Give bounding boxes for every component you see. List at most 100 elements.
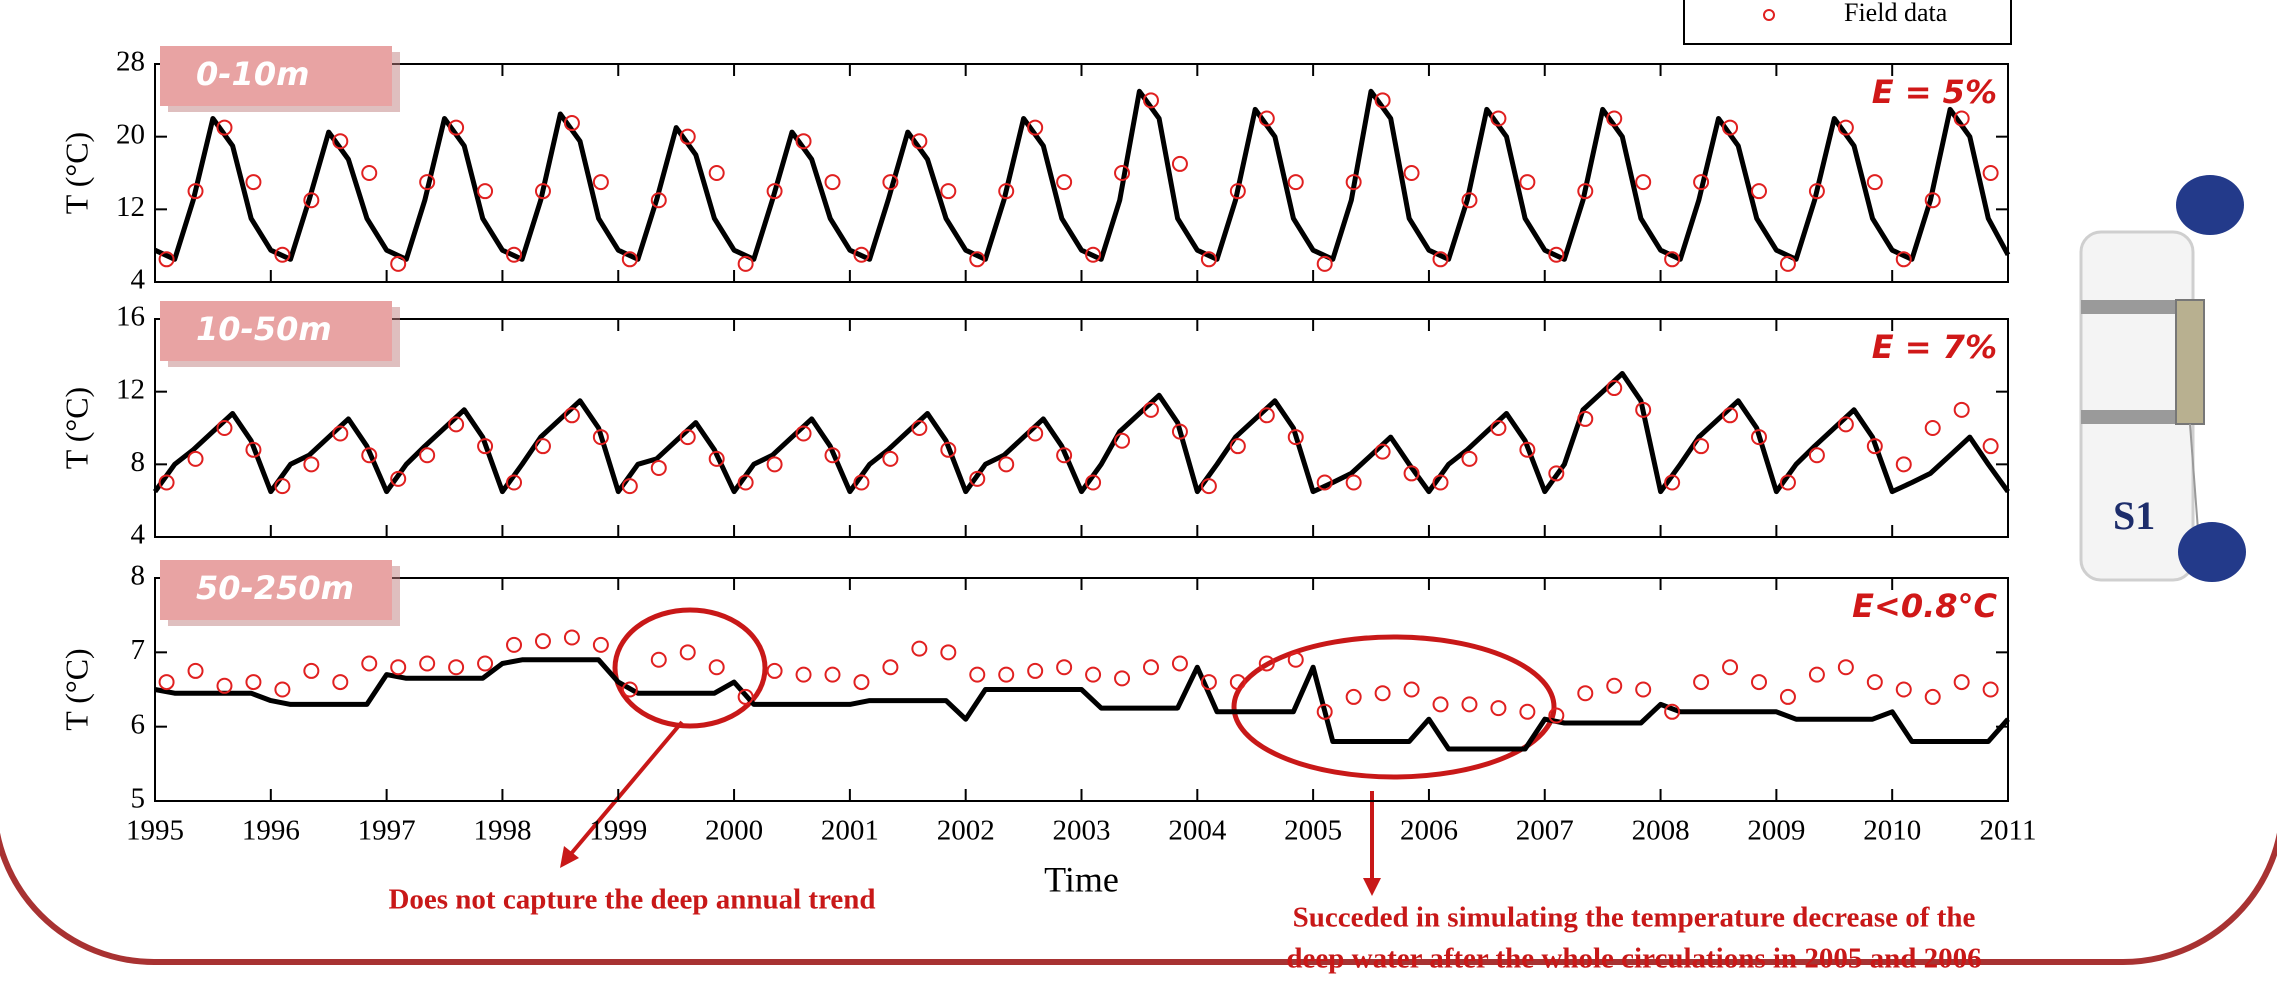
- panel-label: 50-250m: [196, 569, 354, 607]
- field-point: [1490, 420, 1507, 436]
- field-point: [563, 407, 580, 424]
- field-point: [1287, 429, 1304, 446]
- field-point: [1953, 401, 1970, 418]
- y-tick-label: 5: [131, 783, 146, 815]
- highlight-oval: [1231, 634, 1557, 780]
- field-point: [1200, 478, 1217, 495]
- x-tick-label: 1999: [589, 815, 647, 847]
- field-point: [1606, 380, 1623, 397]
- field-point: [911, 640, 928, 657]
- field-point: [1258, 407, 1275, 424]
- error-annotation: E = 7%: [1872, 328, 1997, 366]
- field-point: [332, 425, 349, 442]
- field-point: [1461, 696, 1478, 713]
- plot-frame: [154, 318, 2009, 538]
- field-point: [361, 165, 378, 181]
- panel-label-box: [160, 46, 392, 106]
- field-point: [824, 666, 841, 683]
- field-point: [1374, 685, 1391, 702]
- field-point: [1635, 174, 1652, 191]
- field-point: [1577, 410, 1594, 427]
- field-point: [882, 450, 899, 467]
- field-point: [1287, 651, 1304, 668]
- error-annotation: E = 5%: [1872, 73, 1997, 111]
- field-point: [1866, 438, 1883, 455]
- field-point: [1779, 474, 1796, 491]
- field-point: [650, 651, 667, 668]
- field-point: [1693, 438, 1710, 455]
- field-point: [1751, 429, 1768, 446]
- field-point: [1722, 659, 1739, 676]
- y-tick-label: 7: [131, 634, 146, 666]
- field-point: [592, 636, 609, 653]
- y-tick-label: 28: [116, 46, 145, 78]
- field-point: [1287, 174, 1304, 191]
- field-point: [419, 447, 436, 464]
- field-point: [998, 456, 1015, 473]
- field-point: [1200, 674, 1217, 691]
- field-point: [650, 192, 667, 209]
- field-point: [1779, 255, 1796, 272]
- y-axis-label: T (°C): [58, 648, 94, 730]
- panel-label: 10-50m: [196, 310, 332, 348]
- field-point: [419, 174, 436, 191]
- field-point: [390, 255, 407, 272]
- field-point: [1229, 183, 1246, 200]
- field-point: [1982, 681, 1999, 698]
- field-point: [448, 416, 465, 433]
- field-point: [853, 246, 870, 263]
- field-point: [679, 128, 696, 145]
- x-tick-label: 2009: [1747, 815, 1805, 847]
- field-point: [708, 659, 725, 676]
- field-point: [477, 655, 494, 672]
- field-point: [824, 447, 841, 464]
- field-point: [274, 681, 291, 698]
- field-point: [940, 644, 957, 661]
- field-point: [1866, 174, 1883, 191]
- field-point: [882, 174, 899, 191]
- arrow: [568, 720, 684, 857]
- field-point: [1056, 447, 1073, 464]
- field-point: [1345, 174, 1362, 191]
- y-tick-label: 4: [131, 264, 146, 296]
- field-point: [1808, 666, 1825, 683]
- field-point: [766, 456, 783, 473]
- field-point: [940, 441, 957, 458]
- field-point: [1490, 110, 1507, 127]
- field-point: [563, 629, 580, 646]
- y-tick-label: 12: [116, 373, 145, 405]
- field-point: [592, 174, 609, 191]
- field-point: [419, 655, 436, 672]
- field-point: [1142, 92, 1159, 109]
- field-point: [1114, 670, 1131, 687]
- field-point: [1085, 474, 1102, 491]
- arrowhead: [1363, 878, 1381, 896]
- x-tick-label: 2004: [1168, 815, 1227, 847]
- field-point: [448, 659, 465, 676]
- x-axis-label: Time: [1044, 859, 1119, 899]
- x-tick-label: 2001: [821, 815, 879, 847]
- field-point: [1171, 423, 1188, 440]
- field-point: [1519, 441, 1536, 458]
- field-point: [216, 677, 233, 694]
- field-point: [1316, 703, 1333, 720]
- field-point: [1056, 174, 1073, 191]
- y-tick-label: 16: [116, 301, 145, 333]
- field-point: [506, 636, 523, 653]
- field-point: [766, 183, 783, 200]
- field-point: [1258, 655, 1275, 672]
- field-point: [303, 662, 320, 679]
- legend-box: [1683, 0, 2012, 45]
- y-tick-label: 4: [131, 519, 146, 551]
- field-point: [1229, 438, 1246, 455]
- field-point: [1924, 688, 1941, 705]
- field-point: [563, 115, 580, 132]
- field-point: [245, 441, 262, 458]
- sensor-label: S1: [2113, 493, 2155, 538]
- field-point: [1114, 165, 1131, 181]
- field-point: [1548, 707, 1565, 724]
- field-point: [766, 662, 783, 679]
- field-point: [1895, 456, 1912, 473]
- field-point: [1548, 246, 1565, 263]
- field-point: [448, 119, 465, 136]
